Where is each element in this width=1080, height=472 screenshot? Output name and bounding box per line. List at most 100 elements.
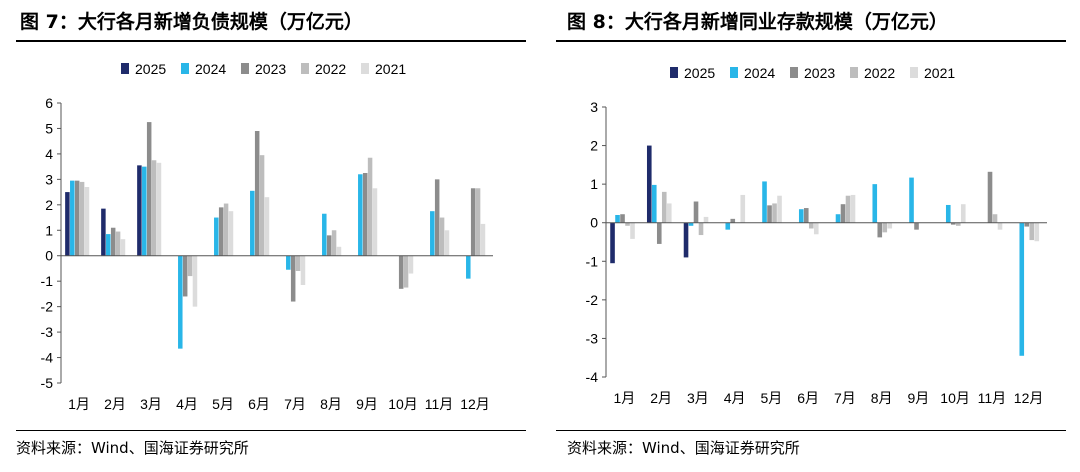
x-tick-label: 3月: [687, 390, 709, 406]
bar-2025-3: [683, 222, 689, 258]
bar-2024-3: [688, 222, 694, 226]
x-tick-label: 12月: [1014, 390, 1044, 406]
bar-2024-4: [178, 255, 183, 349]
bar-2022-8: [331, 230, 337, 256]
y-tick-label: 4: [45, 146, 53, 162]
bar-2022-4: [187, 255, 193, 277]
bar-2022-3: [151, 160, 157, 256]
x-tick-label: 11月: [978, 390, 1007, 406]
legend-label-2022: 2022: [864, 65, 895, 81]
bar-2022-10: [403, 255, 409, 288]
bar-2024-6: [798, 209, 804, 223]
bar-2022-8: [882, 222, 888, 233]
legend-swatch-2025: [121, 63, 129, 74]
y-tick-label: 1: [590, 176, 598, 192]
bar-2023-9: [914, 222, 919, 230]
y-tick-label: -2: [586, 292, 599, 308]
bar-2021-4: [192, 255, 198, 307]
bar-2024-6: [250, 190, 255, 256]
bar-2024-3: [142, 166, 147, 256]
bar-2022-5: [772, 203, 777, 223]
x-tick-label: 11月: [425, 396, 454, 412]
y-tick-label: 3: [590, 99, 598, 115]
legend: 2025 2024 2023 2022 2021: [670, 65, 955, 81]
bar-2023-2: [656, 222, 662, 244]
source-note: 资料来源：Wind、国海证券研究所: [16, 439, 249, 457]
bar-2021-12: [480, 223, 486, 256]
chart-title: 图 7：大行各月新增负债规模（万亿元）: [20, 11, 363, 33]
bar-2023-7: [290, 255, 296, 302]
x-tick-label: 6月: [248, 396, 270, 412]
bar-2022-10: [955, 222, 961, 226]
bar-2021-2: [666, 203, 672, 223]
legend-swatch-2024: [181, 63, 189, 74]
y-tick-label: -5: [41, 375, 54, 391]
y-tick-label: 0: [45, 248, 53, 264]
legend-swatch-2022: [301, 63, 309, 74]
bar-chart-new-interbank-deposits: 2025 2024 2023 2022 2021 -4 -3 -2 -1 0 1 2 3 1月 2月 3月 4月…: [586, 65, 1047, 406]
legend-label-2021: 2021: [375, 61, 406, 77]
bar-2021-10: [960, 204, 966, 223]
bar-2021-2: [120, 239, 126, 256]
bar-2022-11: [992, 214, 998, 223]
legend-label-2022: 2022: [315, 61, 346, 77]
bar-2022-7: [295, 255, 301, 271]
bar-2023-10: [950, 222, 956, 225]
bar-2023-1: [74, 180, 80, 256]
x-tick-label: 8月: [320, 396, 342, 412]
bar-2022-9: [367, 157, 373, 256]
source-rule: [556, 430, 1066, 431]
chart-panel-left: 图 7：大行各月新增负债规模（万亿元） 2025 2024 2023 2022 2021…: [16, 11, 526, 457]
x-tick-label: 8月: [871, 390, 893, 406]
bar-2023-6: [803, 208, 809, 223]
y-tick-label: -4: [586, 369, 599, 385]
bar-2023-12: [470, 188, 476, 256]
x-tick-label: 1月: [614, 390, 636, 406]
bar-2023-3: [146, 122, 152, 256]
legend-swatch-2021: [361, 63, 369, 74]
bar-2023-11: [434, 179, 440, 256]
bar-2021-11: [997, 222, 1003, 230]
bar-2021-5: [777, 195, 782, 223]
bar-2022-6: [259, 155, 265, 256]
bar-2021-8: [887, 222, 893, 229]
bar-2024-12: [466, 255, 471, 279]
y-tick-label: -4: [41, 350, 54, 366]
bar-2025-3: [137, 165, 142, 256]
y-tick-label: 6: [45, 95, 53, 111]
y-tick-label: 2: [590, 138, 598, 154]
bar-2024-2: [651, 184, 657, 223]
bar-2022-1: [625, 222, 630, 226]
legend-swatch-2024: [730, 67, 738, 78]
bar-2022-3: [698, 222, 704, 236]
legend-label-2021: 2021: [924, 65, 955, 81]
legend-label-2024: 2024: [195, 61, 226, 77]
x-tick-label: 1月: [68, 396, 90, 412]
legend-label-2025: 2025: [135, 61, 166, 77]
bar-2024-1: [615, 215, 620, 223]
bar-2023-10: [398, 255, 404, 289]
bar-2023-5: [218, 207, 224, 256]
bar-2025-2: [101, 208, 106, 256]
title-rule: [556, 40, 1066, 42]
bar-2024-8: [322, 213, 327, 256]
bar-chart-new-liabilities: 2025 2024 2023 2022 2021 -5 -4 -3 -2 -1 0 1 2 3 4 5 6 1月 2…: [41, 61, 493, 412]
bar-2023-5: [767, 205, 772, 223]
bar-2023-7: [840, 204, 846, 223]
x-tick-label: 2月: [650, 390, 672, 406]
y-tick-label: -1: [41, 273, 54, 289]
y-tick-label: -3: [41, 324, 54, 340]
y-tick-label: 0: [590, 215, 598, 231]
bar-2022-12: [1029, 222, 1035, 241]
bar-2021-8: [336, 246, 342, 256]
bar-2021-3: [156, 162, 162, 256]
bar-2025-1: [65, 192, 70, 256]
bar-2024-7: [835, 214, 841, 223]
bar-2021-1: [630, 222, 635, 239]
bar-2022-12: [475, 188, 481, 256]
legend-swatch-2023: [241, 63, 249, 74]
y-tick-label: -3: [586, 330, 599, 346]
bar-2023-8: [877, 222, 883, 238]
legend-swatch-2025: [670, 67, 678, 78]
x-tick-label: 4月: [724, 390, 746, 406]
